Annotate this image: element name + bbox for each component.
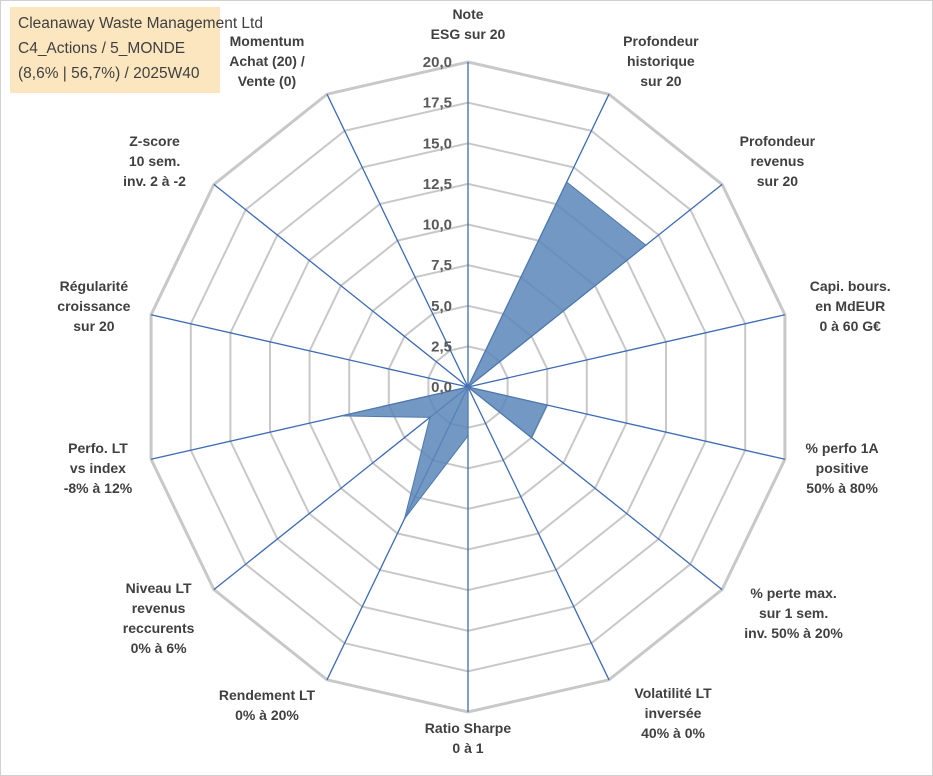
axis-label: Momentum Achat (20) / Vente (0) xyxy=(229,32,305,89)
axis-spoke xyxy=(213,183,469,388)
axis-label: Niveau LT revenus reccurents 0% à 6% xyxy=(122,580,195,657)
axis-spoke xyxy=(326,93,469,388)
data-point xyxy=(530,436,533,439)
tick-label: 7,5 xyxy=(431,257,452,274)
info-box: Cleanaway Waste Management Ltd C4_Action… xyxy=(10,7,263,93)
data-point xyxy=(546,404,548,406)
axis-spoke xyxy=(150,314,469,388)
radar-series xyxy=(340,181,647,520)
tick-label: 10,0 xyxy=(423,217,452,234)
radial-tick-labels: 0,0 2,5 5,0 7,5 10,0 12,5 15,0 17,5 20,0 xyxy=(423,54,452,396)
data-point xyxy=(645,244,647,246)
tick-label: 17,5 xyxy=(423,95,452,112)
axis-label: Profondeur revenus sur 20 xyxy=(739,133,816,190)
series-area xyxy=(341,181,647,520)
data-point xyxy=(467,386,469,388)
axis-spoke xyxy=(467,314,786,388)
axis-spoke xyxy=(467,386,610,681)
axis-label: Régularité croissance sur 20 xyxy=(57,278,131,335)
axis-label: Note ESG sur 20 xyxy=(430,6,506,42)
data-point xyxy=(565,181,568,183)
tick-label: 2,5 xyxy=(431,338,452,355)
axis-label: % perfo 1A positive 50% à 80% xyxy=(805,439,879,496)
stats-line: (8,6% | 56,7%) / 2025W40 xyxy=(18,65,200,82)
tick-label: 0,0 xyxy=(431,379,452,396)
axis-spoke xyxy=(213,386,469,591)
axis-label: Rendement LT 0% à 20% xyxy=(218,687,316,723)
axis-label: Z-score 10 sem. inv. 2 à -2 xyxy=(123,133,186,190)
data-point xyxy=(467,435,469,437)
data-point xyxy=(429,416,431,419)
company-name: Cleanaway Waste Management Ltd xyxy=(18,15,263,32)
data-point xyxy=(340,415,343,417)
axis-label: Ratio Sharpe 0 à 1 xyxy=(424,720,512,756)
data-point xyxy=(403,518,406,520)
axis-label: Perfo. LT vs index -8% à 12% xyxy=(63,439,133,496)
axis-label: % perte max. sur 1 sem. inv. 50% à 20% xyxy=(744,584,843,641)
tick-label: 20,0 xyxy=(423,54,452,71)
axis-label: Profondeur historique sur 20 xyxy=(623,32,699,89)
tick-label: 5,0 xyxy=(431,298,452,315)
axis-label: Capi. bours. en MdEUR 0 à 60 G€ xyxy=(809,278,891,335)
axis-label: Volatilité LT inversée 40% à 0% xyxy=(634,685,712,742)
tick-label: 15,0 xyxy=(423,135,452,152)
portfolio-name: C4_Actions / 5_MONDE xyxy=(18,40,186,57)
tick-label: 12,5 xyxy=(423,176,452,193)
